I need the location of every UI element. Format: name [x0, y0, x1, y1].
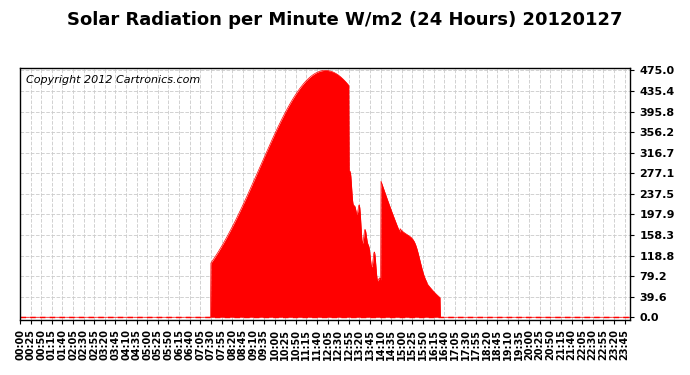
Text: Copyright 2012 Cartronics.com: Copyright 2012 Cartronics.com — [26, 75, 200, 86]
Text: Solar Radiation per Minute W/m2 (24 Hours) 20120127: Solar Radiation per Minute W/m2 (24 Hour… — [67, 11, 623, 29]
